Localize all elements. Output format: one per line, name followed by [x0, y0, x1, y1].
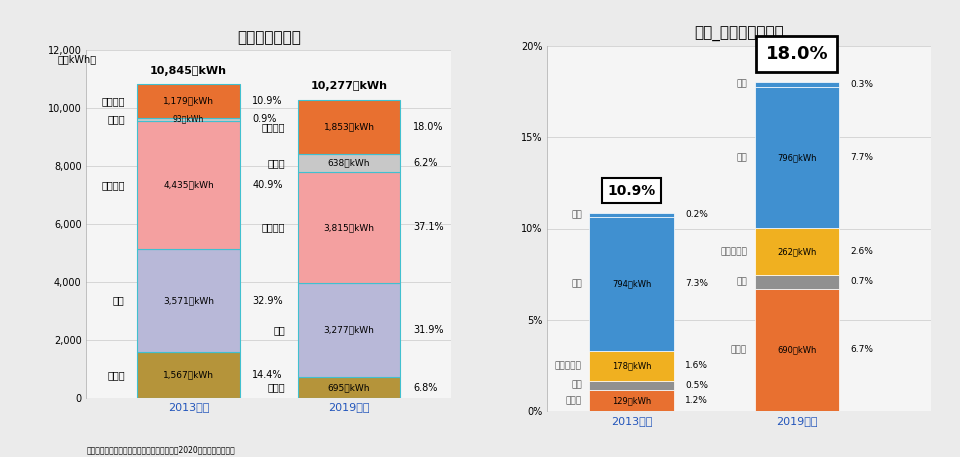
Text: 129億kWh: 129億kWh — [612, 396, 651, 405]
Text: 1.6%: 1.6% — [685, 361, 708, 370]
Bar — [137, 118, 240, 121]
Text: 796億kWh: 796億kWh — [777, 153, 817, 162]
Text: 262億kWh: 262億kWh — [777, 247, 817, 256]
Bar — [137, 84, 240, 118]
Bar — [755, 228, 839, 275]
Bar — [298, 154, 400, 172]
Text: 6.7%: 6.7% — [851, 345, 874, 355]
Bar — [589, 381, 674, 389]
Text: 10,845億kWh: 10,845億kWh — [150, 66, 228, 76]
Text: 1,567億kWh: 1,567億kWh — [163, 371, 214, 379]
Title: 日本の電源構成: 日本の電源構成 — [237, 30, 300, 45]
Bar — [298, 172, 400, 282]
Text: 水力: 水力 — [571, 279, 582, 288]
Text: 天然ガス: 天然ガス — [101, 180, 125, 190]
Bar — [137, 121, 240, 249]
Text: 10.9%: 10.9% — [608, 184, 656, 197]
Text: 10,277億kWh: 10,277億kWh — [310, 81, 388, 91]
Title: 日本_再エネ等の内訳: 日本_再エネ等の内訳 — [694, 27, 784, 42]
Text: 原子力: 原子力 — [108, 114, 125, 124]
Text: 1,179億kWh: 1,179億kWh — [163, 96, 214, 105]
Text: 石炭: 石炭 — [274, 325, 285, 335]
Text: 690億kWh: 690億kWh — [777, 345, 817, 355]
Text: 93億kWh: 93億kWh — [173, 115, 204, 124]
Text: 6.8%: 6.8% — [413, 383, 437, 393]
Text: 石炭: 石炭 — [113, 296, 125, 306]
Bar — [755, 288, 839, 411]
Text: 0.9%: 0.9% — [252, 114, 276, 124]
Text: 再エネ等: 再エネ等 — [101, 96, 125, 106]
Bar — [298, 377, 400, 398]
Text: 石油等: 石油等 — [268, 383, 285, 393]
Bar — [755, 82, 839, 87]
Text: 再エネ等: 再エネ等 — [262, 122, 285, 132]
Text: 10.9%: 10.9% — [252, 96, 283, 106]
Text: 水力: 水力 — [736, 153, 747, 162]
Bar — [755, 275, 839, 288]
Bar — [589, 389, 674, 411]
Text: 4,435億kWh: 4,435億kWh — [163, 180, 214, 189]
Text: 地熱: 地熱 — [571, 210, 582, 219]
Text: 6.2%: 6.2% — [413, 158, 438, 168]
Text: 638億kWh: 638億kWh — [327, 159, 371, 167]
Text: 資源エネルギー庁「エネルギー需給実績」（2020）より環境省作成: 資源エネルギー庁「エネルギー需給実績」（2020）より環境省作成 — [86, 446, 235, 454]
Text: 40.9%: 40.9% — [252, 180, 283, 190]
Text: 地熱: 地熱 — [736, 80, 747, 89]
Text: 0.2%: 0.2% — [685, 210, 708, 219]
Bar — [298, 100, 400, 154]
Text: バイオマス: バイオマス — [720, 247, 747, 256]
Text: 太陽光: 太陽光 — [565, 396, 582, 405]
Bar — [137, 249, 240, 352]
Text: 7.7%: 7.7% — [851, 153, 874, 162]
Text: 【億kWh】: 【億kWh】 — [58, 54, 96, 64]
Text: バイオマス: バイオマス — [555, 361, 582, 370]
Text: 風力: 風力 — [571, 381, 582, 390]
Text: 0.3%: 0.3% — [851, 80, 874, 89]
Text: 1,853億kWh: 1,853億kWh — [324, 122, 374, 132]
Text: 0.5%: 0.5% — [685, 381, 708, 390]
Bar — [589, 351, 674, 381]
Text: 太陽光: 太陽光 — [731, 345, 747, 355]
Bar — [589, 217, 674, 351]
Text: 14.4%: 14.4% — [252, 370, 283, 380]
Bar — [589, 213, 674, 217]
Text: 18.0%: 18.0% — [413, 122, 444, 132]
Text: 794億kWh: 794億kWh — [612, 279, 652, 288]
Text: 原子力: 原子力 — [268, 158, 285, 168]
Bar — [755, 87, 839, 228]
Text: 0.7%: 0.7% — [851, 277, 874, 286]
Text: 3,277億kWh: 3,277億kWh — [324, 325, 374, 335]
Text: 32.9%: 32.9% — [252, 296, 283, 306]
Bar — [298, 282, 400, 377]
Text: 7.3%: 7.3% — [685, 279, 708, 288]
Text: 695億kWh: 695億kWh — [327, 383, 371, 392]
Text: 31.9%: 31.9% — [413, 325, 444, 335]
Text: 1.2%: 1.2% — [685, 396, 708, 405]
Text: 37.1%: 37.1% — [413, 223, 444, 233]
Text: 3,815億kWh: 3,815億kWh — [324, 223, 374, 232]
Text: 3,571億kWh: 3,571億kWh — [163, 296, 214, 305]
Text: 石油等: 石油等 — [108, 370, 125, 380]
Text: 天然ガス: 天然ガス — [262, 223, 285, 233]
Bar — [137, 352, 240, 398]
Text: 2.6%: 2.6% — [851, 247, 874, 256]
Text: 18.0%: 18.0% — [765, 45, 828, 63]
Text: 178億kWh: 178億kWh — [612, 361, 652, 370]
Text: 風力: 風力 — [736, 277, 747, 286]
